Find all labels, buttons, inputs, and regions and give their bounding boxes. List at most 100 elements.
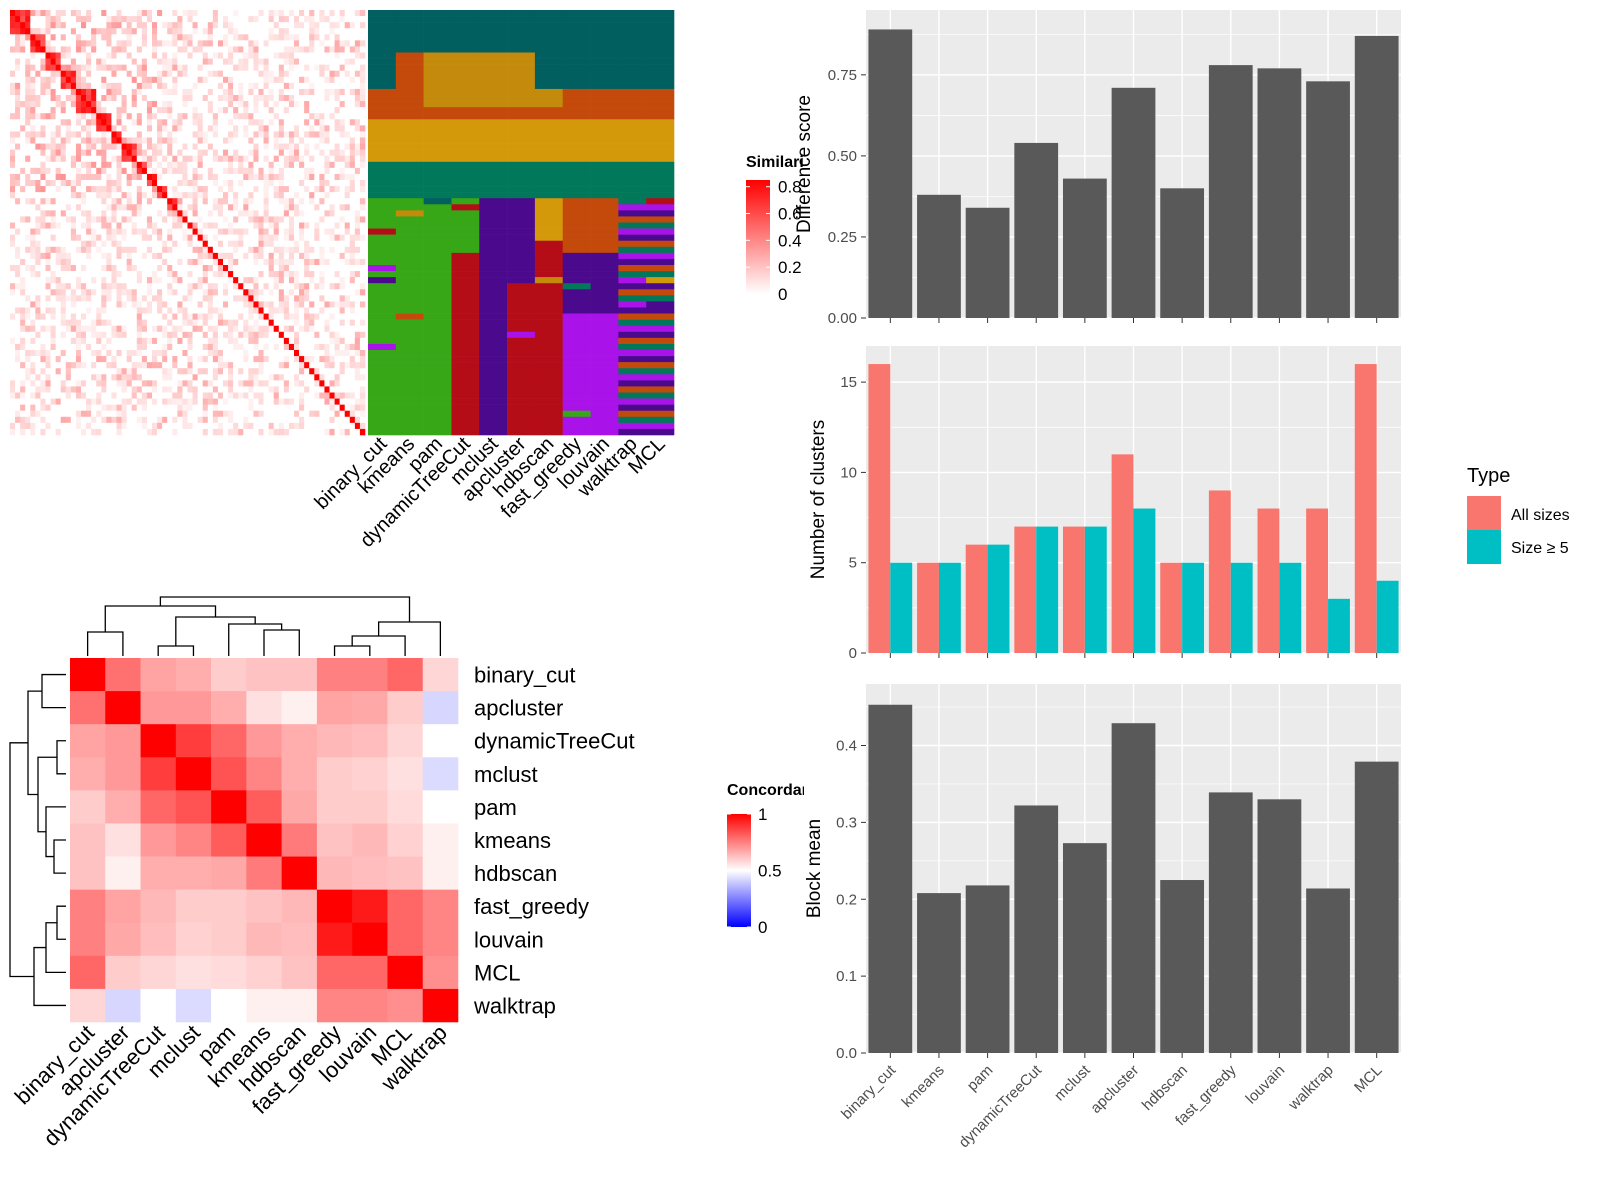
similarity-cell <box>75 40 82 47</box>
similarity-cell <box>172 95 178 102</box>
similarity-cell <box>157 246 163 254</box>
similarity-cell <box>146 265 153 272</box>
similarity-cell <box>212 252 219 260</box>
similarity-cell <box>91 137 97 144</box>
cluster-cell <box>368 325 397 333</box>
similarity-cell <box>212 216 219 223</box>
similarity-cell <box>126 265 133 272</box>
similarity-cell <box>349 131 356 138</box>
similarity-cell <box>177 137 183 144</box>
similarity-cell <box>273 313 280 320</box>
similarity-cell <box>10 143 16 150</box>
similarity-cell <box>101 119 107 126</box>
similarity-cell <box>243 301 249 308</box>
similarity-cell <box>334 113 340 120</box>
similarity-cell <box>96 283 102 290</box>
similarity-cell <box>96 277 102 284</box>
similarity-cell <box>152 95 158 102</box>
similarity-cell <box>299 374 305 381</box>
similarity-cell <box>157 101 163 108</box>
similarity-cell <box>304 265 310 272</box>
similarity-cell <box>45 289 51 296</box>
similarity-cell <box>294 325 300 333</box>
similarity-cell <box>354 125 361 132</box>
similarity-cell <box>40 210 46 217</box>
similarity-cell <box>60 16 67 23</box>
similarity-cell <box>253 350 259 357</box>
similarity-cell <box>273 386 280 393</box>
similarity-cell <box>65 88 72 96</box>
similarity-cell <box>157 137 163 144</box>
similarity-cell <box>81 186 87 193</box>
similarity-cell <box>238 58 244 65</box>
similarity-cell <box>253 34 259 41</box>
similarity-cell <box>182 228 188 235</box>
similarity-cell <box>15 192 21 199</box>
similarity-cell <box>299 331 305 339</box>
similarity-cell <box>152 101 158 108</box>
similarity-cell <box>50 277 56 284</box>
similarity-cell <box>126 180 133 187</box>
similarity-cell <box>354 277 361 284</box>
similarity-cell <box>294 356 300 363</box>
similarity-cell <box>40 167 46 175</box>
similarity-cell <box>70 155 77 163</box>
similarity-cell <box>223 216 229 223</box>
similarity-cell <box>212 392 219 399</box>
similarity-cell <box>91 343 97 351</box>
similarity-cell <box>192 350 198 357</box>
similarity-cell <box>283 246 290 254</box>
similarity-cell <box>172 380 178 387</box>
similarity-cell <box>126 101 133 108</box>
similarity-cell <box>344 374 351 381</box>
similarity-cell <box>253 228 259 235</box>
similarity-cell <box>354 343 361 351</box>
similarity-cell <box>101 404 107 412</box>
similarity-cell <box>106 82 112 90</box>
similarity-cell <box>91 325 97 333</box>
similarity-cell <box>70 167 77 175</box>
similarity-cell <box>253 180 259 187</box>
similarity-cell <box>334 167 340 175</box>
similarity-cell <box>299 368 305 375</box>
similarity-cell <box>35 95 41 102</box>
similarity-cell <box>309 246 315 254</box>
cluster-cell <box>368 416 397 424</box>
similarity-cell <box>136 46 143 53</box>
similarity-cell <box>60 186 67 193</box>
similarity-cell <box>75 301 82 308</box>
similarity-cell <box>101 386 107 393</box>
similarity-cell <box>197 180 204 187</box>
similarity-cell <box>349 234 356 242</box>
similarity-cell <box>319 131 325 138</box>
similarity-cell <box>106 137 112 144</box>
similarity-cell <box>86 428 92 436</box>
similarity-cell <box>344 88 351 96</box>
cluster-cell <box>395 155 424 163</box>
similarity-cell <box>263 34 269 41</box>
similarity-cell <box>167 46 173 53</box>
similarity-cell <box>192 216 198 223</box>
similarity-cell <box>212 295 219 302</box>
cluster-cell <box>368 234 397 242</box>
similarity-cell <box>283 271 290 278</box>
cluster-cell <box>368 119 397 126</box>
similarity-cell <box>339 337 346 345</box>
similarity-cell <box>136 392 143 399</box>
similarity-cell <box>309 216 315 223</box>
similarity-cell <box>258 40 264 47</box>
similarity-cell <box>288 16 295 23</box>
similarity-cell <box>86 10 92 17</box>
similarity-cell <box>106 125 112 132</box>
similarity-cell <box>126 149 133 157</box>
similarity-cell <box>283 252 290 260</box>
similarity-cell <box>243 28 249 35</box>
similarity-cell <box>75 119 82 126</box>
similarity-cell <box>324 240 330 248</box>
similarity-cell <box>217 307 224 314</box>
similarity-cell <box>197 161 204 169</box>
similarity-cell <box>55 161 62 169</box>
similarity-cell <box>25 307 31 314</box>
similarity-cell <box>283 398 290 405</box>
similarity-cell <box>162 173 168 181</box>
